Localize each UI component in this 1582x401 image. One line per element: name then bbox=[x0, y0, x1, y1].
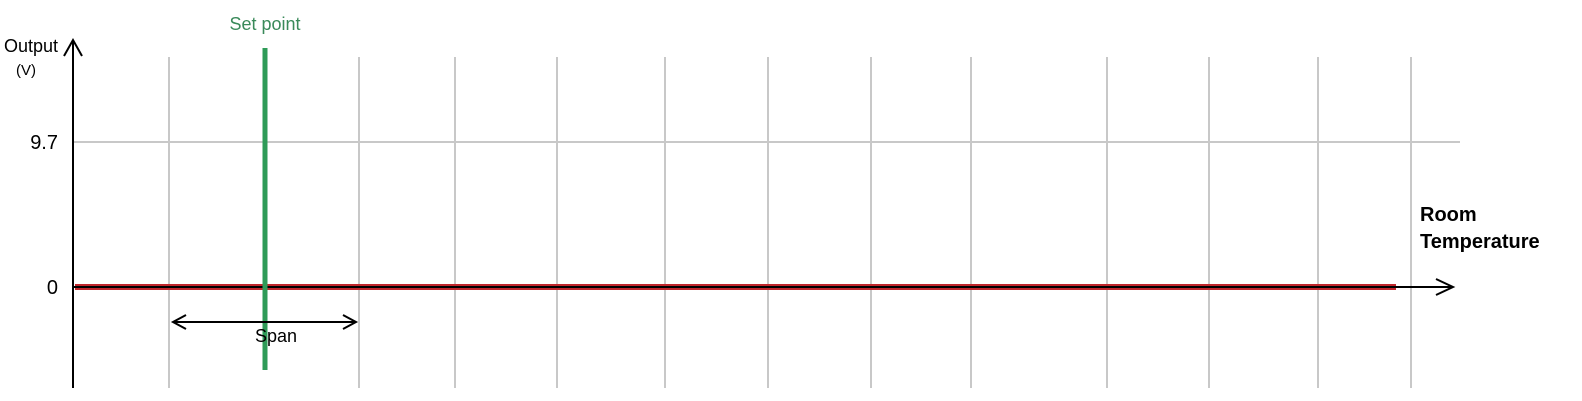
y-axis-label: Output bbox=[4, 36, 58, 56]
y-tick-labels: 9.70 bbox=[30, 132, 58, 299]
x-axis-label-line1: Room bbox=[1420, 204, 1477, 226]
x-axis-arrowhead bbox=[1435, 278, 1456, 296]
axes bbox=[63, 37, 1456, 388]
span-indicator: Span bbox=[170, 314, 359, 346]
span-label: Span bbox=[255, 326, 297, 346]
y-axis-unit: (V) bbox=[16, 62, 36, 79]
span-arrowhead-right bbox=[342, 314, 359, 330]
x-axis-label-line2: Temperature bbox=[1420, 231, 1540, 253]
grid bbox=[73, 57, 1460, 388]
y-axis-arrowhead bbox=[63, 37, 83, 57]
span-arrowhead-left bbox=[170, 314, 187, 330]
y-tick-label: 0 bbox=[47, 277, 58, 299]
y-tick-label: 9.7 bbox=[30, 132, 58, 154]
setpoint-label: Set point bbox=[229, 14, 300, 34]
